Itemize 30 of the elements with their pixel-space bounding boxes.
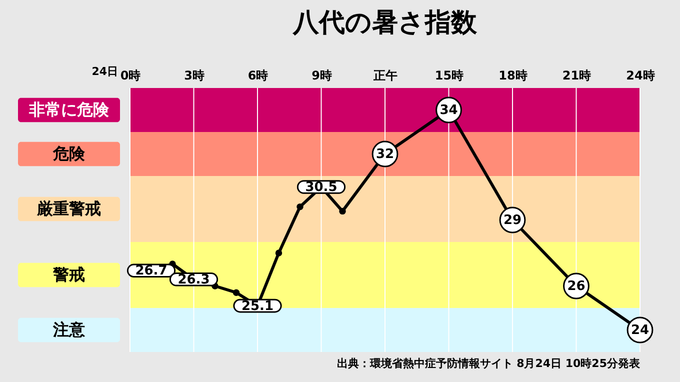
data-label: 26 <box>567 279 586 294</box>
point <box>296 203 304 210</box>
x-tick-label: 24時 <box>626 68 655 82</box>
data-label: 32 <box>376 147 394 162</box>
x-tick-label: 0時 <box>120 68 141 82</box>
point <box>339 208 346 215</box>
band-label: 警戒 <box>52 265 85 284</box>
chart-title: 八代の暑さ指数 <box>292 8 478 38</box>
band-label: 注意 <box>52 320 86 339</box>
data-label: 25.1 <box>241 298 274 314</box>
x-tick-label: 18時 <box>498 68 528 82</box>
point <box>275 250 282 256</box>
data-label: 24 <box>630 323 650 338</box>
data-label: 26.3 <box>178 272 210 288</box>
band-label: 非常に危険 <box>28 100 110 119</box>
x-tick-label: 15時 <box>434 68 464 82</box>
data-label: 26.7 <box>135 264 168 279</box>
band-label: 危険 <box>52 144 86 163</box>
x-tick-label: 6時 <box>248 68 268 82</box>
data-label: 34 <box>440 103 458 118</box>
x-tick-label: 21時 <box>562 68 592 82</box>
band-label: 厳重警戒 <box>36 199 101 218</box>
text: 24日 <box>92 65 118 78</box>
source-note: 出典：環境省熱中症予防情報サイト 8月24日 10時25分発表 <box>336 357 641 370</box>
x-tick-label: 正午 <box>372 68 398 82</box>
data-label: 30.5 <box>305 180 338 195</box>
data-label: 29 <box>503 213 522 228</box>
x-tick-label: 9時 <box>312 68 332 82</box>
x-tick-label: 3時 <box>184 68 204 82</box>
point <box>232 289 240 296</box>
